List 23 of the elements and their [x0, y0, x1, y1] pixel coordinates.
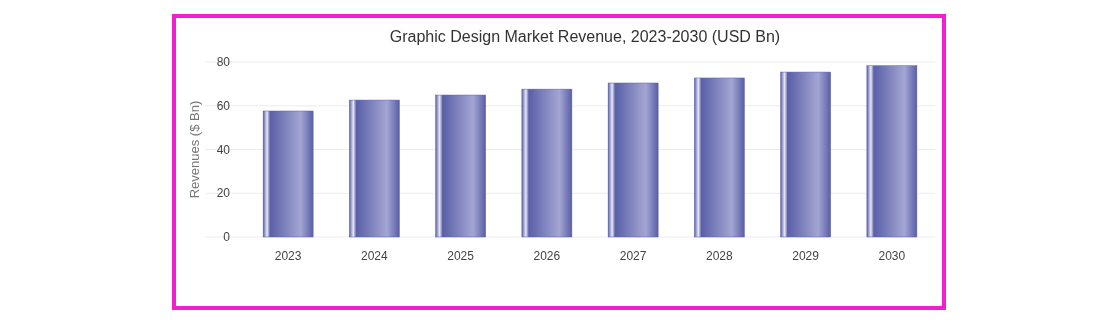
y-tick-label: 60 — [216, 98, 231, 113]
bar — [521, 88, 573, 238]
y-axis-title: Revenues ($ Bn) — [187, 100, 202, 199]
bar — [866, 65, 918, 238]
x-tick-label: 2025 — [447, 249, 475, 263]
x-tick-label: 2028 — [706, 249, 734, 263]
x-tick-label: 2027 — [619, 249, 647, 263]
x-tick-label: 2024 — [361, 249, 389, 263]
bar — [607, 82, 659, 238]
x-tick-label: 2023 — [274, 249, 302, 263]
bar — [694, 77, 745, 238]
x-tick-label: 2030 — [878, 249, 906, 263]
x-tick-label: 2029 — [792, 249, 820, 263]
bar — [780, 71, 831, 238]
y-tick-label: 20 — [216, 186, 231, 201]
y-tick-label: 80 — [216, 55, 231, 70]
y-tick-label: 40 — [216, 142, 231, 157]
chart-title: Graphic Design Market Revenue, 2023-2030 (USD Bn) — [389, 28, 781, 45]
bar — [349, 99, 400, 238]
bar — [262, 110, 314, 238]
x-tick-label: 2026 — [533, 249, 561, 263]
y-tick-label: 0 — [223, 230, 231, 245]
bar — [435, 94, 486, 238]
